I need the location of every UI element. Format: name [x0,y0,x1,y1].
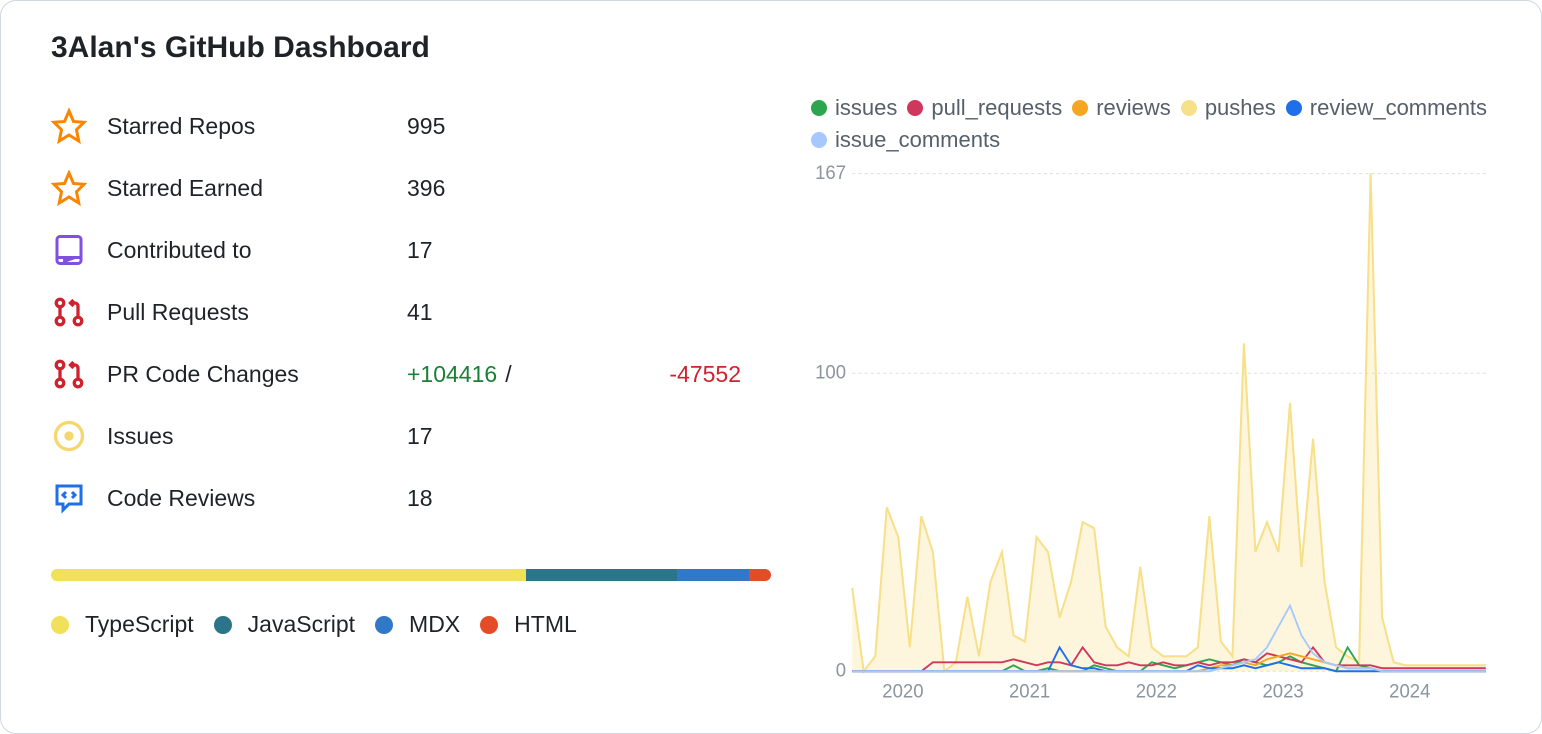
additions: +104416 [407,361,497,388]
star-icon [51,170,87,206]
stat-row: Code Reviews 18 [51,467,771,529]
lang-segment [526,569,677,581]
legend-item: pushes [1181,95,1276,121]
stat-row: Contributed to 17 [51,219,771,281]
svg-text:2024: 2024 [1389,680,1430,701]
activity-chart: 0 100 167 2020 2021 2022 2023 2024 [811,163,1491,703]
chart-legend: issues pull_requests reviews pushes revi… [811,95,1491,153]
deletions: -47552 [669,361,741,388]
stat-row: Issues 17 [51,405,771,467]
svg-text:2022: 2022 [1136,680,1177,701]
lang-dot [51,616,69,634]
stat-row: Starred Earned 396 [51,157,771,219]
legend-item: issues [811,95,897,121]
legend-label: reviews [1096,95,1171,121]
legend-dot [1181,100,1197,116]
language-legend: TypeScript JavaScript MDX HTML [51,611,771,638]
legend-dot [811,132,827,148]
stat-value: 18 [407,485,433,512]
stat-value: 41 [407,299,433,326]
lang-segment [677,569,749,581]
lang-dot [214,616,232,634]
stat-label: Pull Requests [107,299,407,326]
lang-name: HTML [514,611,577,638]
legend-dot [907,100,923,116]
stat-value: 995 [407,113,445,140]
svg-text:2021: 2021 [1009,680,1050,701]
legend-item: pull_requests [907,95,1062,121]
lang-name: TypeScript [85,611,194,638]
language-bar [51,569,771,581]
stat-label: Starred Repos [107,113,407,140]
lang-segment [749,569,771,581]
stat-label: Code Reviews [107,485,407,512]
legend-dot [1286,100,1302,116]
legend-item: review_comments [1286,95,1487,121]
stat-value: 17 [407,237,433,264]
lang-item: JavaScript [214,611,355,638]
legend-item: reviews [1072,95,1171,121]
stat-row: Pull Requests 41 [51,281,771,343]
stat-row: Starred Repos 995 [51,95,771,157]
lang-name: JavaScript [248,611,355,638]
legend-dot [1072,100,1088,116]
pr-changes: +104416 / -47552 [407,361,771,388]
stat-label: Issues [107,423,407,450]
stat-label: Contributed to [107,237,407,264]
lang-item: MDX [375,611,460,638]
legend-item: issue_comments [811,127,1000,153]
stat-value: 396 [407,175,445,202]
svg-text:2020: 2020 [882,680,923,701]
stats-column: Starred Repos 995 Starred Earned 396 Con… [51,95,771,703]
svg-text:0: 0 [836,659,846,680]
lang-dot [375,616,393,634]
review-icon [51,480,87,516]
issue-icon [51,418,87,454]
legend-dot [811,100,827,116]
lang-item: HTML [480,611,577,638]
legend-label: issues [835,95,897,121]
lang-dot [480,616,498,634]
legend-label: pushes [1205,95,1276,121]
repo-icon [51,232,87,268]
star-icon [51,108,87,144]
dashboard: 3Alan's GitHub Dashboard Starred Repos 9… [0,0,1542,734]
chart-column: issues pull_requests reviews pushes revi… [811,95,1491,703]
stat-value: 17 [407,423,433,450]
content: Starred Repos 995 Starred Earned 396 Con… [51,95,1491,703]
svg-text:100: 100 [815,361,846,382]
stat-label: PR Code Changes [107,361,407,388]
lang-item: TypeScript [51,611,194,638]
svg-text:167: 167 [815,163,846,183]
pr-icon [51,294,87,330]
legend-label: issue_comments [835,127,1000,153]
pr-icon [51,356,87,392]
svg-text:2023: 2023 [1262,680,1303,701]
lang-name: MDX [409,611,460,638]
lang-segment [51,569,526,581]
legend-label: review_comments [1310,95,1487,121]
legend-label: pull_requests [931,95,1062,121]
page-title: 3Alan's GitHub Dashboard [51,31,1491,65]
stat-label: Starred Earned [107,175,407,202]
stat-row: PR Code Changes +104416 / -47552 [51,343,771,405]
